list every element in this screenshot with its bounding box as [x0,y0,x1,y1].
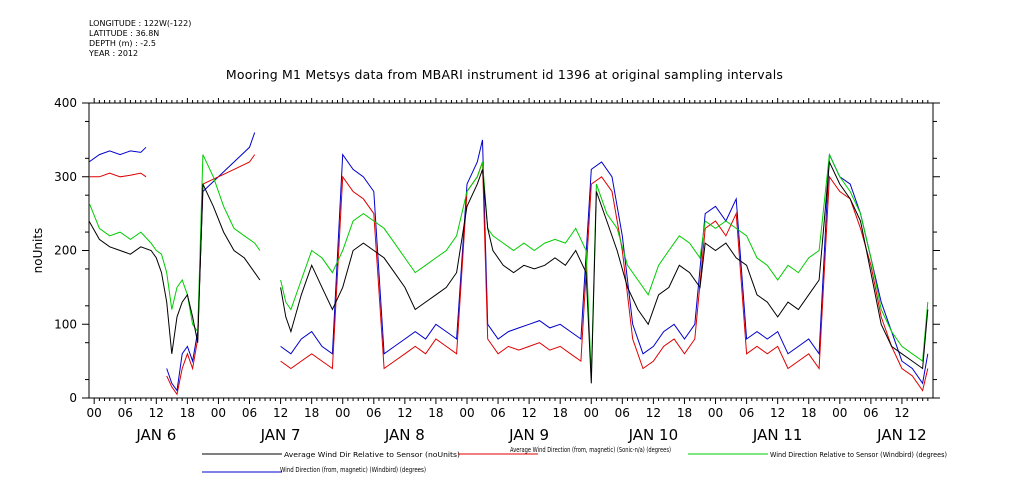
chart-title: Mooring M1 Metsys data from MBARI instru… [225,67,784,82]
x-hour-label: 00 [211,406,226,420]
x-hour-label: 00 [584,406,599,420]
y-tick-label: 100 [54,317,77,331]
x-hour-label: 06 [490,406,505,420]
x-hour-label: 18 [428,406,443,420]
series-line [89,132,929,392]
y-tick-label: 300 [54,170,77,184]
series-line [89,152,929,376]
legend-label: Average Wind Dir Relative to Sensor (noU… [284,451,460,459]
x-day-label: JAN 7 [260,426,301,444]
x-hour-label: 00 [832,406,847,420]
x-hour-label: 12 [770,406,785,420]
legend-label: Wind Direction Relative to Sensor (Windb… [770,451,947,459]
x-hour-label: 18 [180,406,195,420]
x-hour-label: 12 [646,406,661,420]
x-hour-label: 06 [739,406,754,420]
y-tick-label: 0 [69,391,77,405]
x-hour-label: 00 [459,406,474,420]
x-hour-label: 06 [366,406,381,420]
x-hour-label: 06 [242,406,257,420]
legend-label: Wind Direction (from, magnetic) (Windbir… [280,466,426,474]
series-line [89,160,929,384]
year-label: YEAR : 2012 [89,49,139,58]
x-hour-label: 06 [615,406,630,420]
x-hour-label: 12 [273,406,288,420]
plot-frame [88,102,934,399]
x-hour-label: 12 [894,406,909,420]
x-day-label: JAN 12 [876,426,927,444]
series-line [89,154,929,396]
y-tick-label: 400 [54,96,77,110]
legend-label: Average Wind Direction (from, magnetic) … [510,446,671,454]
x-day-label: JAN 10 [628,426,679,444]
x-hour-label: 06 [863,406,878,420]
x-hour-label: 18 [304,406,319,420]
y-tick-label: 200 [54,244,77,258]
x-hour-label: 00 [87,406,102,420]
x-hour-label: 18 [553,406,568,420]
x-hour-label: 18 [677,406,692,420]
x-hour-label: 06 [118,406,133,420]
x-hour-label: 12 [521,406,536,420]
x-day-label: JAN 6 [135,426,176,444]
y-axis-label: noUnits [31,228,45,274]
x-hour-label: 00 [708,406,723,420]
longitude-label: LONGITUDE : 122W(-122) [89,19,192,28]
x-hour-label: 00 [335,406,350,420]
x-hour-label: 12 [149,406,164,420]
x-day-label: JAN 8 [384,426,425,444]
x-hour-label: 12 [397,406,412,420]
depth-label: DEPTH (m) : -2.5 [89,39,156,48]
metadata-block: LONGITUDE : 122W(-122) LATITUDE : 36.8N … [89,19,191,59]
x-day-label: JAN 9 [508,426,549,444]
x-hour-label: 18 [801,406,816,420]
latitude-label: LATITUDE : 36.8N [89,29,160,38]
x-day-label: JAN 11 [752,426,803,444]
